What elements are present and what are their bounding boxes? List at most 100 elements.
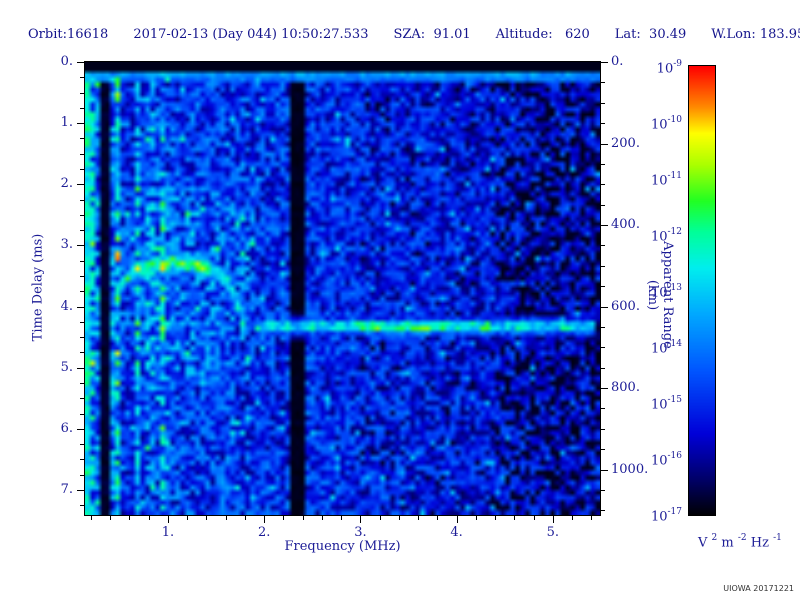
y-tick-label: 2. [60,176,73,192]
y2-minor-tick [601,82,605,84]
colorbar-tick-label: 10-12 [650,227,682,245]
y2-minor-tick [601,326,605,328]
y-minor-tick [80,444,84,446]
y2-minor-tick [601,123,605,125]
y2-minor-tick [601,204,605,206]
colorbar-canvas [689,66,715,515]
y-minor-tick [80,459,84,461]
colorbar-tick-label: 10-14 [650,339,682,357]
y2-minor-tick [601,428,605,430]
x-tick-mark [456,516,458,523]
x-minor-tick [321,516,323,520]
x-minor-tick [379,516,381,520]
y2-tick-mark [601,306,608,308]
y2-minor-tick [601,245,605,247]
y2-minor-tick [601,265,605,267]
y2-minor-tick [601,510,605,512]
y2-tick-mark [601,388,608,390]
y2-minor-tick [601,489,605,491]
y2-tick-mark [601,469,608,471]
x-minor-tick [129,516,131,520]
y2-tick-mark [601,225,608,227]
x-minor-tick [225,516,227,520]
colorbar-tick-label: 10-15 [650,395,682,413]
x-tick-label: 4. [450,525,463,540]
x-minor-tick [475,516,477,520]
x-tick-mark [264,516,266,523]
y-tick-label: 6. [60,420,73,436]
y-tick-label: 3. [60,237,73,253]
x-tick-mark [552,516,554,523]
y-minor-tick [80,337,84,339]
y-tick-mark [77,123,84,125]
x-minor-tick [341,516,343,520]
y-minor-tick [80,275,84,277]
y-tick-mark [77,489,84,491]
y-tick-label: 5. [60,359,73,375]
y-minor-tick [80,321,84,323]
y-minor-tick [80,230,84,232]
y-tick-mark [77,306,84,308]
y-minor-tick [80,214,84,216]
y-tick-mark [77,184,84,186]
y-tick-mark [77,62,84,63]
y2-tick-mark [601,62,608,63]
x-tick-label: 2. [257,525,271,540]
y-minor-tick [80,382,84,384]
y2-minor-tick [601,163,605,165]
x-tick-label: 3. [354,525,367,540]
colorbar-tick-label: 10-13 [650,283,682,301]
x-tick-label: 1. [161,525,175,540]
y-minor-tick [80,107,84,109]
y-tick-mark [77,245,84,247]
y2-tick-label: 0. [611,54,624,69]
y-tick-label: 4. [60,298,73,314]
y-tick-label: 1. [60,115,73,131]
x-minor-tick [514,516,516,520]
x-tick-mark [360,516,362,523]
y-minor-tick [80,92,84,94]
y2-tick-label: 400. [611,217,640,233]
y-tick-mark [77,367,84,369]
y2-tick-label: 800. [611,380,640,396]
y-tick-mark [77,428,84,430]
x-minor-tick [591,516,593,520]
y2-minor-tick [601,184,605,186]
colorbar-tick-label: 10-10 [650,115,682,133]
sza-field: SZA: 91.01 [393,27,471,42]
colorbar-unit-label: V 2 m -2 Hz -1 [698,533,782,551]
x-minor-tick [187,516,189,520]
x-minor-tick [437,516,439,520]
y2-minor-tick [601,347,605,349]
y2-minor-tick [601,408,605,410]
y-minor-tick [80,291,84,293]
y-minor-tick [80,398,84,400]
y2-minor-tick [601,102,605,104]
lat-field: Lat: 30.49 [614,27,687,42]
y-tick-label: 7. [60,481,73,497]
x-minor-tick [398,516,400,520]
y2-tick-label: 200. [611,135,640,151]
x-tick-mark [167,516,169,523]
y-minor-tick [80,352,84,354]
x-tick-label: 5. [546,525,560,540]
y2-tick-mark [601,143,608,145]
datetime-field: 2017-02-13 (Day 044) 10:50:27.533 [133,27,369,42]
altitude-field: Altitude: 620 [495,27,590,42]
y-minor-tick [80,153,84,155]
x-minor-tick [283,516,285,520]
x-minor-tick [302,516,304,520]
x-minor-tick [533,516,535,520]
colorbar-tick-label: 10-16 [650,451,682,469]
orbit-field: Orbit:16618 [28,27,109,42]
y-minor-tick [80,138,84,140]
colorbar-tick-label: 10-9 [656,59,682,77]
x-minor-tick [90,516,92,520]
x-minor-tick [244,516,246,520]
colorbar-tick-label: 10-17 [650,507,682,525]
y2-tick-label: 1000. [611,461,649,477]
y2-minor-tick [601,286,605,288]
y-minor-tick [80,260,84,262]
y-minor-tick [80,168,84,170]
